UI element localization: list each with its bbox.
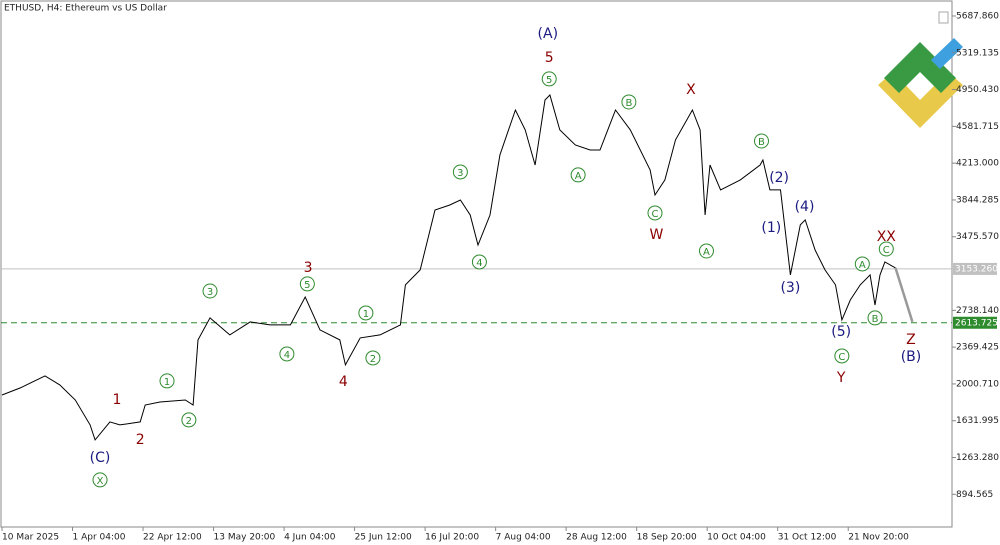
wave-circle: [541, 71, 557, 87]
wave-circle: [452, 164, 468, 180]
wave-label: 3: [207, 287, 213, 298]
wave-circle: [854, 256, 870, 272]
y-tick-label: 5319.135: [956, 48, 999, 58]
x-tick-label: 25 Jun 12:00: [355, 533, 412, 543]
wave-circle: [471, 254, 487, 270]
wave-label: (C): [90, 450, 111, 466]
wave-label: B: [872, 314, 879, 325]
logo: [878, 38, 963, 128]
wave-label: (4): [795, 199, 815, 215]
wave-label: 1: [363, 309, 369, 320]
price-label: 3153.260: [955, 264, 998, 274]
wave-label: XX: [877, 229, 897, 245]
wave-label: (5): [831, 324, 851, 340]
wave-label: C: [883, 245, 890, 256]
wave-label: (B): [901, 349, 922, 365]
y-tick-label: 5687.860: [956, 11, 999, 21]
wave-label: C: [652, 209, 659, 220]
wave-circle: [647, 205, 663, 221]
wave-label: (A): [538, 26, 559, 42]
wave-label: W: [649, 227, 663, 243]
x-tick-label: 16 Jul 20:00: [425, 533, 479, 543]
y-tick-label: 2738.140: [956, 306, 999, 316]
wave-circle: [867, 310, 883, 326]
wave-circle: [202, 283, 218, 299]
x-tick-label: 1 Apr 04:00: [73, 533, 126, 543]
x-tick-label: 10 Mar 2025: [2, 533, 59, 543]
wave-label: A: [859, 260, 866, 271]
wave-label: 4: [476, 258, 482, 269]
x-tick-label: 7 Aug 04:00: [496, 533, 551, 543]
wave-label: 5: [304, 280, 310, 291]
wave-label: 5: [545, 50, 554, 66]
x-tick-label: 4 Jun 04:00: [284, 533, 336, 543]
wave-label: 1: [112, 392, 121, 408]
wave-circle: [621, 94, 637, 110]
wave-label: C: [838, 352, 845, 363]
wave-label: 1: [164, 377, 170, 388]
wave-label: 3: [457, 168, 463, 179]
scroll-button[interactable]: [938, 11, 949, 24]
x-tick-label: 21 Nov 20:00: [848, 533, 909, 543]
wave-circle: [365, 350, 381, 366]
wave-label: B: [758, 137, 765, 148]
wave-label: X: [686, 82, 696, 98]
wave-circle: [358, 305, 374, 321]
wave-circle: [92, 472, 108, 488]
projection-line: [894, 267, 914, 323]
wave-circle: [181, 412, 197, 428]
wave-circle: [698, 243, 714, 259]
wave-label: 2: [186, 416, 192, 427]
wave-circle: [299, 276, 315, 292]
y-tick-label: 1631.995: [956, 416, 999, 426]
y-tick-label: 2369.425: [956, 343, 999, 353]
y-tick-label: 4581.715: [956, 122, 999, 132]
y-tick-label: 4213.000: [956, 159, 999, 169]
y-tick-label: 1263.280: [956, 453, 999, 463]
y-tick-label: 4950.430: [956, 85, 999, 95]
wave-label: A: [703, 247, 710, 258]
x-tick-label: 18 Sep 20:00: [637, 533, 697, 543]
wave-circle: [834, 348, 850, 364]
wave-label: Z: [906, 332, 916, 348]
wave-label: (1): [761, 220, 781, 236]
y-tick-label: 3844.285: [956, 195, 999, 205]
price-label: 2613.725: [955, 318, 998, 328]
x-tick-label: 31 Oct 12:00: [778, 533, 837, 543]
x-tick-label: 22 Apr 12:00: [143, 533, 202, 543]
wave-label: A: [575, 171, 582, 182]
chart-title: ETHUSD, H4: Ethereum vs US Dollar: [4, 4, 167, 14]
wave-label: (3): [780, 280, 800, 296]
wave-label: 2: [370, 354, 376, 365]
wave-label: 4: [339, 374, 348, 390]
wave-circle: [279, 346, 295, 362]
wave-label: 5: [546, 75, 552, 86]
wave-circle: [570, 167, 586, 183]
wave-label: B: [625, 98, 632, 109]
price-label-box: [953, 262, 997, 275]
wave-label: 3: [304, 260, 313, 276]
y-tick-label: 894.565: [956, 490, 993, 500]
wave-label: Y: [836, 370, 846, 386]
y-tick-label: 2000.710: [956, 379, 999, 389]
wave-circle: [878, 241, 894, 257]
wave-circle: [753, 133, 769, 149]
wave-label: X: [97, 476, 104, 487]
price-line: [1, 94, 896, 441]
price-label-box: [953, 316, 997, 329]
y-tick-label: 3475.570: [956, 232, 999, 242]
x-tick-label: 13 May 20:00: [214, 533, 276, 543]
wave-label: (2): [769, 170, 789, 186]
wave-circle: [159, 373, 175, 389]
wave-label: 2: [136, 432, 145, 448]
wave-label: 4: [284, 350, 290, 361]
x-tick-label: 10 Oct 04:00: [707, 533, 766, 543]
x-tick-label: 28 Aug 12:00: [566, 533, 627, 543]
